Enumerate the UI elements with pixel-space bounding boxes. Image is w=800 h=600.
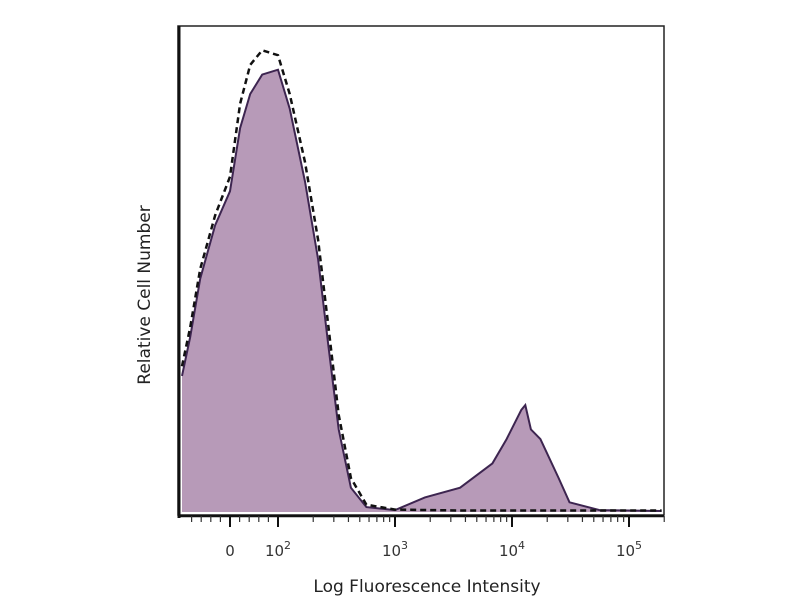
x-tick-label: 102 <box>265 539 291 560</box>
x-tick-label: 104 <box>499 539 525 560</box>
x-tick-label: 105 <box>616 539 642 560</box>
series-dashed-line <box>180 48 662 512</box>
x-axis-title: Log Fluorescence Intensity <box>313 577 540 597</box>
series-layer <box>180 48 662 512</box>
y-axis-title: Relative Cell Number <box>135 205 155 384</box>
x-ticks: 0 102 103 104 105 <box>191 516 665 560</box>
x-tick-label: 0 <box>225 542 235 560</box>
series-filled-outline <box>181 68 662 512</box>
x-tick-label: 103 <box>382 539 408 560</box>
series-filled-area <box>182 69 662 512</box>
